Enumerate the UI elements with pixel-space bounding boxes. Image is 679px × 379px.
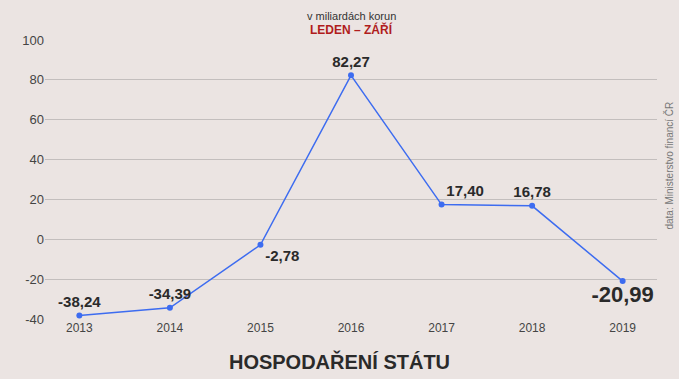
svg-text:2016: 2016	[338, 321, 365, 335]
svg-text:17,40: 17,40	[446, 182, 484, 199]
svg-text:2017: 2017	[428, 321, 455, 335]
svg-text:-20,99: -20,99	[591, 282, 653, 307]
svg-text:-2,78: -2,78	[265, 247, 299, 264]
svg-text:0: 0	[37, 232, 44, 247]
svg-text:2015: 2015	[247, 321, 274, 335]
svg-text:82,27: 82,27	[332, 53, 370, 70]
svg-text:HOSPODAŘENÍ STÁTU: HOSPODAŘENÍ STÁTU	[229, 350, 450, 373]
svg-text:60: 60	[30, 112, 44, 127]
svg-text:-40: -40	[25, 312, 44, 327]
svg-text:v miliardách korun: v miliardách korun	[307, 10, 396, 22]
svg-text:2014: 2014	[157, 321, 184, 335]
svg-text:2018: 2018	[519, 321, 546, 335]
svg-text:16,78: 16,78	[513, 183, 551, 200]
svg-text:-20: -20	[25, 272, 44, 287]
svg-text:100: 100	[22, 33, 44, 48]
svg-text:data: Ministerstvo financí ČR: data: Ministerstvo financí ČR	[663, 102, 675, 230]
svg-text:20: 20	[30, 192, 44, 207]
svg-text:LEDEN – ZÁŘÍ: LEDEN – ZÁŘÍ	[310, 22, 393, 37]
svg-text:80: 80	[30, 72, 44, 87]
svg-text:40: 40	[30, 152, 44, 167]
svg-text:2013: 2013	[66, 321, 93, 335]
svg-text:-38,24: -38,24	[58, 293, 101, 310]
svg-text:-34,39: -34,39	[149, 285, 192, 302]
svg-text:2019: 2019	[609, 321, 636, 335]
